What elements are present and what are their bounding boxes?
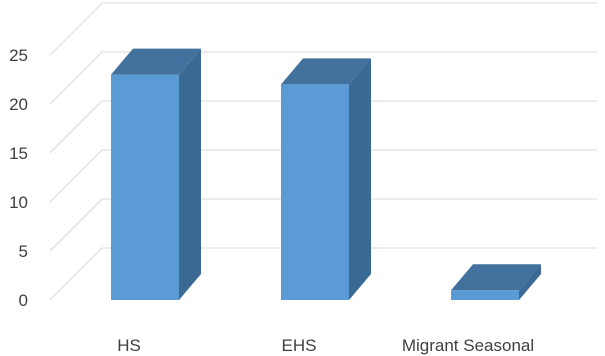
y-tick-label-15: 15 <box>9 144 28 163</box>
y-tick-label-20: 20 <box>9 95 28 114</box>
x-category-label-ehs: EHS <box>282 336 317 355</box>
bar-ehs <box>281 58 371 301</box>
y-axis-tick-labels: 0 5 10 15 20 25 <box>9 46 28 310</box>
gridline-25 <box>49 2 597 56</box>
y-tick-label-10: 10 <box>9 193 28 212</box>
bar-hs <box>111 48 201 300</box>
x-category-label-hs: HS <box>117 336 141 355</box>
bar-migrant-seasonal <box>451 264 541 300</box>
x-axis-category-labels: HS EHS Migrant Seasonal <box>117 336 534 355</box>
y-tick-label-0: 0 <box>19 291 28 310</box>
y-tick-label-5: 5 <box>19 242 28 261</box>
x-category-label-migrant-seasonal: Migrant Seasonal <box>402 336 534 355</box>
y-tick-label-25: 25 <box>9 46 28 65</box>
bars <box>111 48 541 301</box>
